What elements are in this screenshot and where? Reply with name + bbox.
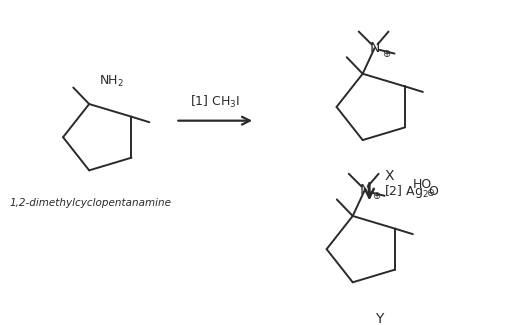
Text: N: N <box>369 41 380 55</box>
Text: [2] Ag$_2$O: [2] Ag$_2$O <box>384 183 439 200</box>
Text: N: N <box>359 183 370 197</box>
Text: $\oplus$: $\oplus$ <box>382 48 391 59</box>
Text: [1] CH$_3$I: [1] CH$_3$I <box>190 94 240 110</box>
Text: Y: Y <box>375 312 384 325</box>
Text: X: X <box>384 169 394 183</box>
Text: $\oplus$: $\oplus$ <box>372 190 381 201</box>
Text: HO: HO <box>412 178 432 191</box>
Text: $\ominus$: $\ominus$ <box>426 187 435 198</box>
Text: NH$_2$: NH$_2$ <box>99 74 124 89</box>
Text: 1,2-dimethylcyclopentanamine: 1,2-dimethylcyclopentanamine <box>9 198 171 208</box>
